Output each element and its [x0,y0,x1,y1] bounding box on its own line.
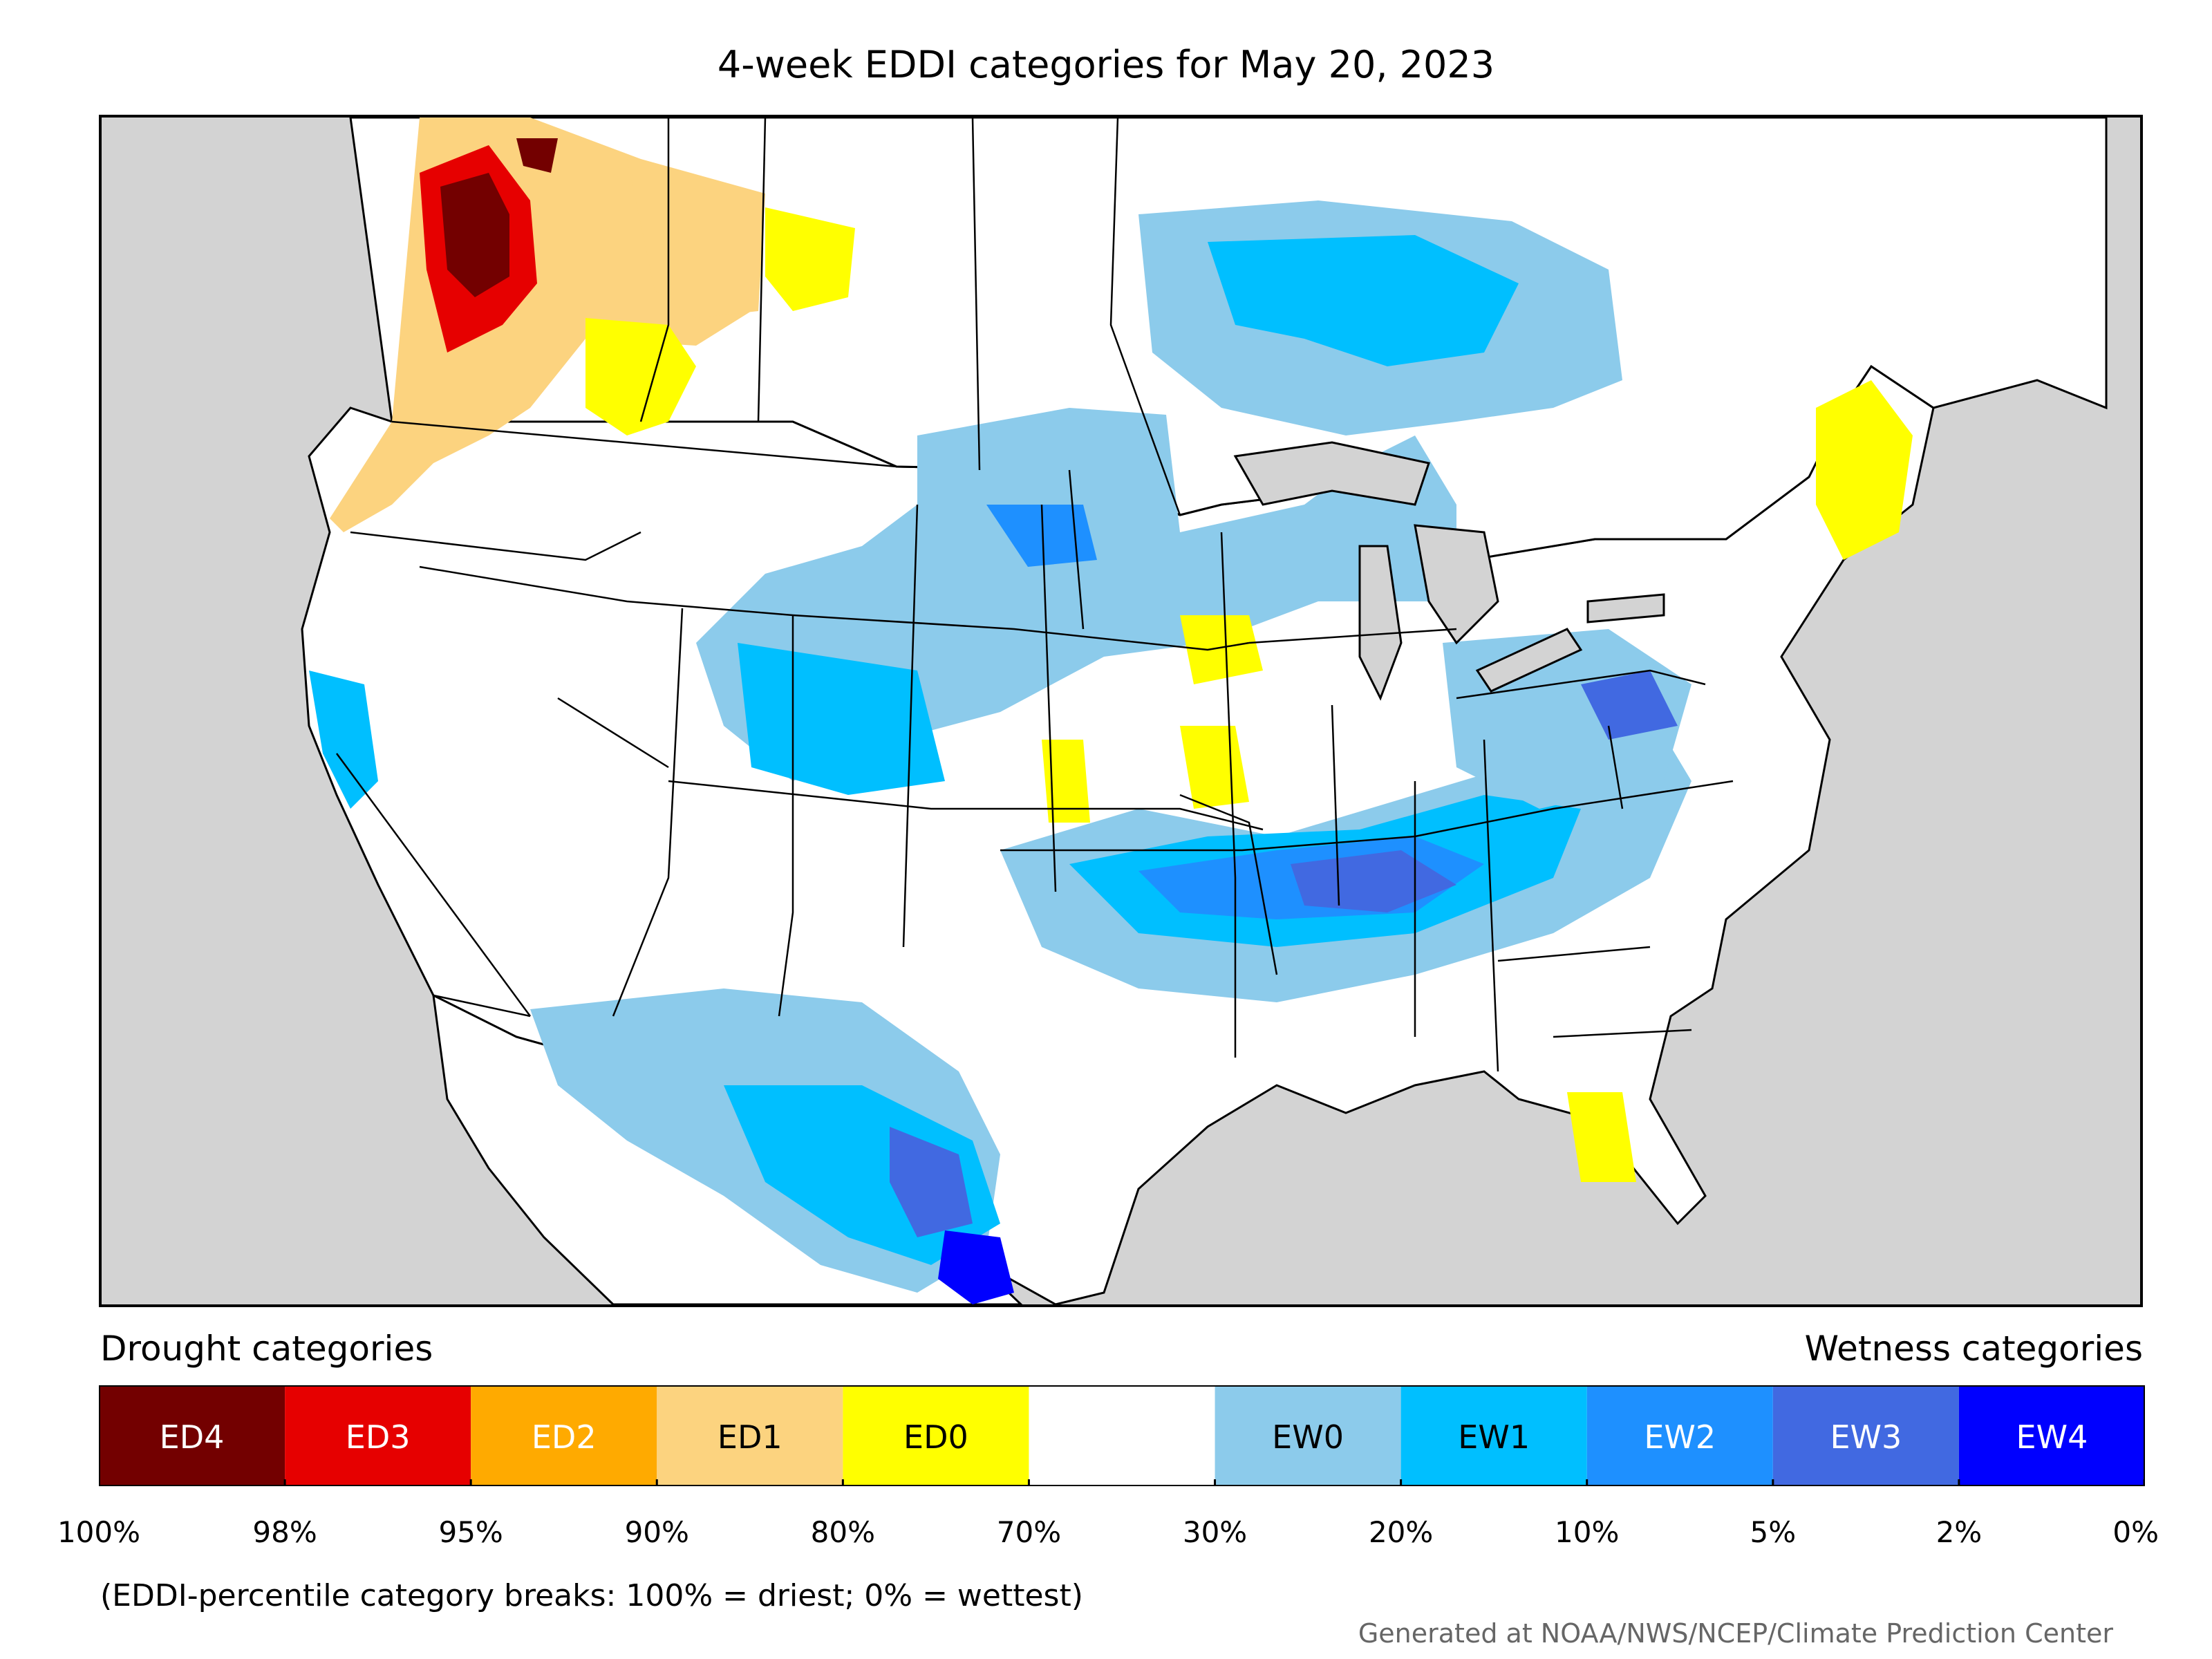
colorbar-label-ed3: ED3 [346,1418,411,1456]
colorbar-label-ed4: ED4 [160,1418,225,1456]
colorbar-swatch-ed3 [285,1385,471,1486]
map-panel [99,115,2143,1307]
colorbar-swatch-none [1029,1385,1215,1486]
alberta-ed0 [765,207,855,311]
colorbar-tick-label: 20% [1368,1515,1434,1549]
category-footnote: (EDDI-percentile category breaks: 100% =… [100,1578,1083,1613]
colorbar-tick-label: 95% [438,1515,503,1549]
map-title: 4-week EDDI categories for May 20, 2023 [717,43,1495,86]
colorbar-swatch-ed1 [657,1385,843,1486]
iowa-ed0 [1180,615,1263,684]
canada-ew1b [1208,235,1519,366]
lake-ontario [1586,593,1665,624]
newengland-ed0 [1816,380,1913,560]
california-ew1 [309,671,378,809]
colorbar-tick-label: 90% [624,1515,689,1549]
colorbar-tick-label: 0% [2112,1515,2159,1549]
colorbar-label-ed0: ED0 [903,1418,968,1456]
lake-erie [1475,628,1583,693]
colorbar-tick-label: 100% [57,1515,141,1549]
colorbar-tick-label: 70% [996,1515,1062,1549]
drought-categories-heading: Drought categories [100,1329,433,1369]
colorbar-swatch-ed2 [471,1385,657,1486]
colorbar-label-ew3: EW3 [1830,1418,1902,1456]
colorbar-tick-label: 5% [1750,1515,1797,1549]
idaho-ed0 [585,318,696,435]
colorbar-tick-label: 98% [252,1515,317,1549]
colorbar-label-ew2: EW2 [1644,1418,1716,1456]
credit-line: Generated at NOAA/NWS/NCEP/Climate Predi… [1358,1618,2113,1649]
colorbar-svg: ED4 ED3 ED2 ED1 ED0 EW0 EW1 EW2 EW3 EW4 [99,1385,2145,1486]
colorbar-label-ed1: ED1 [718,1418,782,1456]
pnw-ed4 [440,138,558,297]
dakota-ew2 [986,505,1097,567]
lake-michigan [1358,545,1403,701]
category-colorbar: ED4 ED3 ED2 ED1 ED0 EW0 EW1 EW2 EW3 EW4 [99,1385,2145,1486]
colorbar-label-ed2: ED2 [532,1418,597,1456]
pennsylvania-ew3 [1581,671,1678,740]
colorbar-tick-label: 30% [1182,1515,1248,1549]
colorbar-tick-label: 10% [1555,1515,1620,1549]
colorbar-label-ew4: EW4 [2016,1418,2088,1456]
lake-superior [1233,441,1430,506]
colorado-ew1 [738,643,945,795]
colorbar-tick-label: 2% [1936,1515,1983,1549]
colorbar-swatch-ed4 [99,1385,285,1486]
eddi-map [301,118,2108,1304]
colorbar-label-ew0: EW0 [1272,1418,1344,1456]
florida-ed0 [1567,1092,1636,1182]
kansas-ed0 [1042,740,1090,823]
province-borders [639,118,1181,516]
colorbar-swatch-ew4 [1958,1385,2145,1486]
wetness-categories-heading: Wetness categories [1804,1329,2143,1369]
colorbar-swatch-ew1 [1400,1385,1587,1486]
alberta-ed1 [627,159,765,318]
colorbar-border [99,1385,2145,1486]
state-borders [335,420,1734,1072]
colorbar-label-ew1: EW1 [1458,1418,1530,1456]
lake-huron [1414,524,1499,645]
texas-ew4 [938,1230,1014,1304]
colorbar-swatch-ew3 [1772,1385,1959,1486]
colorbar-tick-label: 80% [810,1515,876,1549]
colorbar-swatch-ed0 [843,1385,1029,1486]
colorbar-swatch-ew2 [1586,1385,1773,1486]
colorbar-swatch-ew0 [1215,1385,1401,1486]
texas-ew3 [890,1127,973,1237]
